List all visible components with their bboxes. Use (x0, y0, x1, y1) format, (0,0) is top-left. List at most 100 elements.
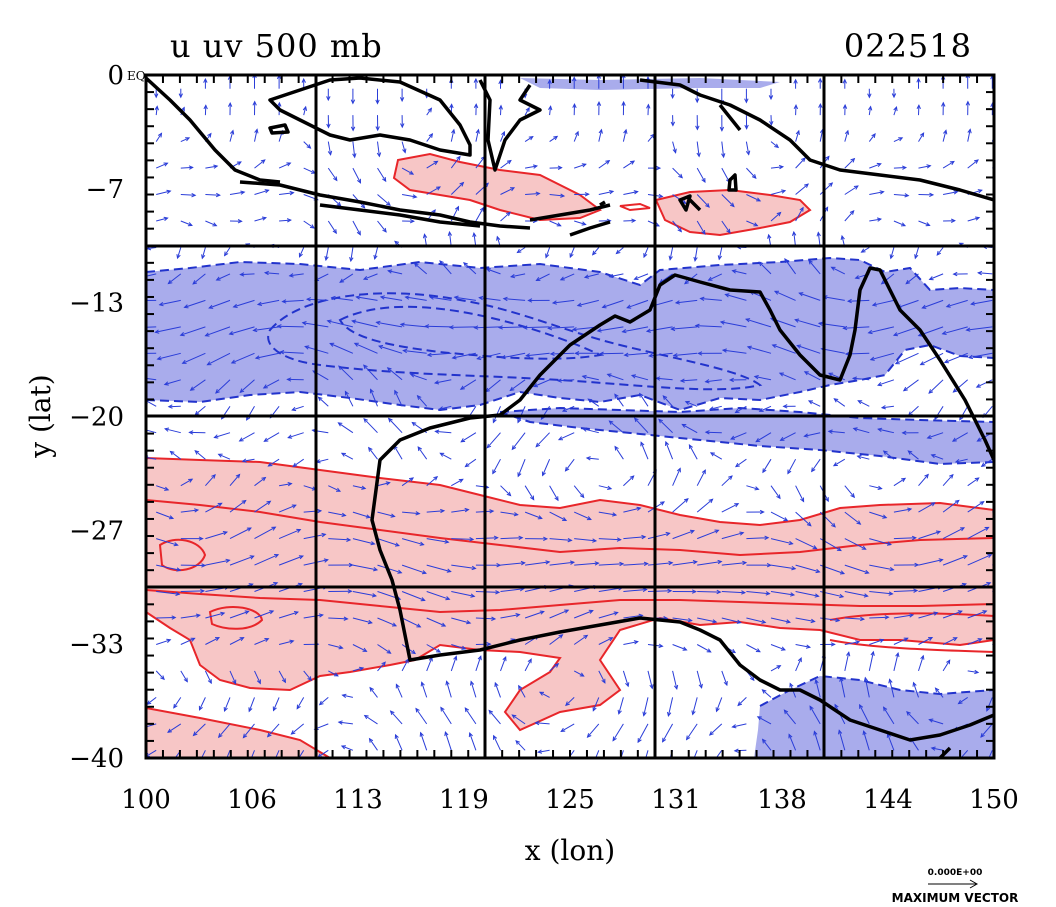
wind-vector-head (386, 649, 392, 654)
wind-vector (893, 637, 908, 645)
wind-vector (240, 273, 255, 276)
wind-vector-head (633, 190, 639, 195)
wind-vector-head (861, 545, 867, 550)
wind-vector (758, 261, 772, 275)
wind-vector (844, 485, 855, 498)
wind-vector-head (728, 377, 734, 383)
wind-vector (942, 527, 965, 540)
wind-vector (278, 504, 296, 513)
wind-vector (177, 247, 182, 259)
wind-vector-head (863, 593, 869, 598)
wind-vector-head (355, 295, 361, 300)
wind-vector-head (215, 389, 220, 394)
wind-vector-head (343, 616, 349, 621)
wind-vector-head (176, 567, 182, 572)
wind-vector (426, 133, 433, 142)
wind-vector-head (776, 665, 782, 670)
wind-vector (637, 723, 649, 743)
wind-vector-head (736, 619, 742, 624)
wind-vector-head (581, 374, 587, 380)
wind-vector-head (839, 593, 845, 599)
wind-vector (770, 190, 786, 195)
wind-vector-head (248, 707, 253, 713)
wind-vector (156, 639, 171, 645)
wind-vector-head (795, 129, 800, 135)
wind-vector (745, 141, 750, 155)
wind-vector (450, 156, 461, 169)
wind-vector (770, 564, 796, 570)
wind-vector (341, 452, 354, 460)
wind-vector-head (649, 684, 654, 690)
wind-vector-head (816, 231, 821, 237)
wind-vector (426, 108, 432, 116)
wind-vector-head (827, 429, 833, 434)
wind-vector (201, 247, 206, 259)
wind-vector-head (840, 234, 845, 241)
wind-vector (263, 379, 280, 389)
wind-vector (869, 218, 881, 222)
wind-vector-head (306, 144, 312, 149)
wind-vector-head (215, 192, 221, 198)
wind-vector-head (962, 555, 968, 560)
wind-vector (797, 345, 821, 354)
wind-vector (762, 739, 772, 751)
wind-vector-head (608, 420, 614, 425)
wind-vector (928, 379, 944, 394)
wind-vector (696, 194, 710, 208)
wind-vector (254, 189, 269, 195)
wind-vector (914, 247, 919, 259)
wind-vector (500, 656, 507, 672)
wind-vector (401, 659, 409, 672)
wind-vector-head (771, 344, 777, 349)
wind-vector-head (806, 521, 812, 527)
wind-vector-head (409, 218, 415, 224)
wind-vector-head (301, 321, 307, 326)
x-tick-label: 144 (863, 785, 913, 815)
wind-vector-head (749, 676, 755, 682)
wind-vector (715, 750, 723, 758)
wind-vector-head (844, 129, 850, 135)
wind-vector (869, 564, 894, 571)
wind-vector-head (974, 477, 980, 482)
wind-vector-head (793, 104, 799, 110)
wind-vector-head (621, 329, 627, 334)
wind-vector-head (191, 192, 197, 198)
wind-vector-head (952, 637, 958, 642)
wind-vector (156, 217, 168, 222)
wind-vector (795, 485, 805, 502)
wind-vector-head (281, 299, 287, 304)
wind-vector-head (473, 103, 479, 109)
wind-vector-head (229, 129, 235, 135)
wind-vector-head (645, 328, 651, 333)
wind-vector-head (586, 733, 592, 738)
wind-vector-head (766, 562, 772, 568)
wind-vector (511, 432, 526, 450)
wind-vector (475, 591, 500, 593)
wind-vector-head (426, 352, 432, 357)
wind-vector-head (501, 130, 506, 136)
wind-vector (647, 670, 653, 689)
wind-vector-head (849, 210, 855, 215)
wind-vector-head (592, 538, 598, 543)
wind-vector (869, 616, 889, 619)
wind-vector (147, 247, 157, 250)
wind-vector (598, 612, 618, 619)
wind-vector (735, 405, 747, 413)
wind-vector (757, 716, 772, 725)
wind-vector (298, 750, 305, 758)
wind-vector-head (572, 76, 577, 82)
wind-vector-head (1003, 192, 1007, 195)
wind-vector-head (470, 680, 475, 686)
wind-vector-head (701, 229, 706, 235)
wind-vector (229, 637, 244, 645)
wind-vector-head (882, 706, 888, 712)
wind-vector-head (154, 329, 160, 334)
wind-vector-head (272, 706, 277, 712)
wind-vector-head (198, 536, 204, 541)
wind-vector-head (678, 173, 684, 179)
wind-vector (705, 379, 722, 383)
wind-vector-head (479, 206, 484, 212)
wind-vector-head (309, 224, 315, 229)
wind-vector-head (445, 680, 450, 686)
wind-vector (430, 296, 452, 301)
